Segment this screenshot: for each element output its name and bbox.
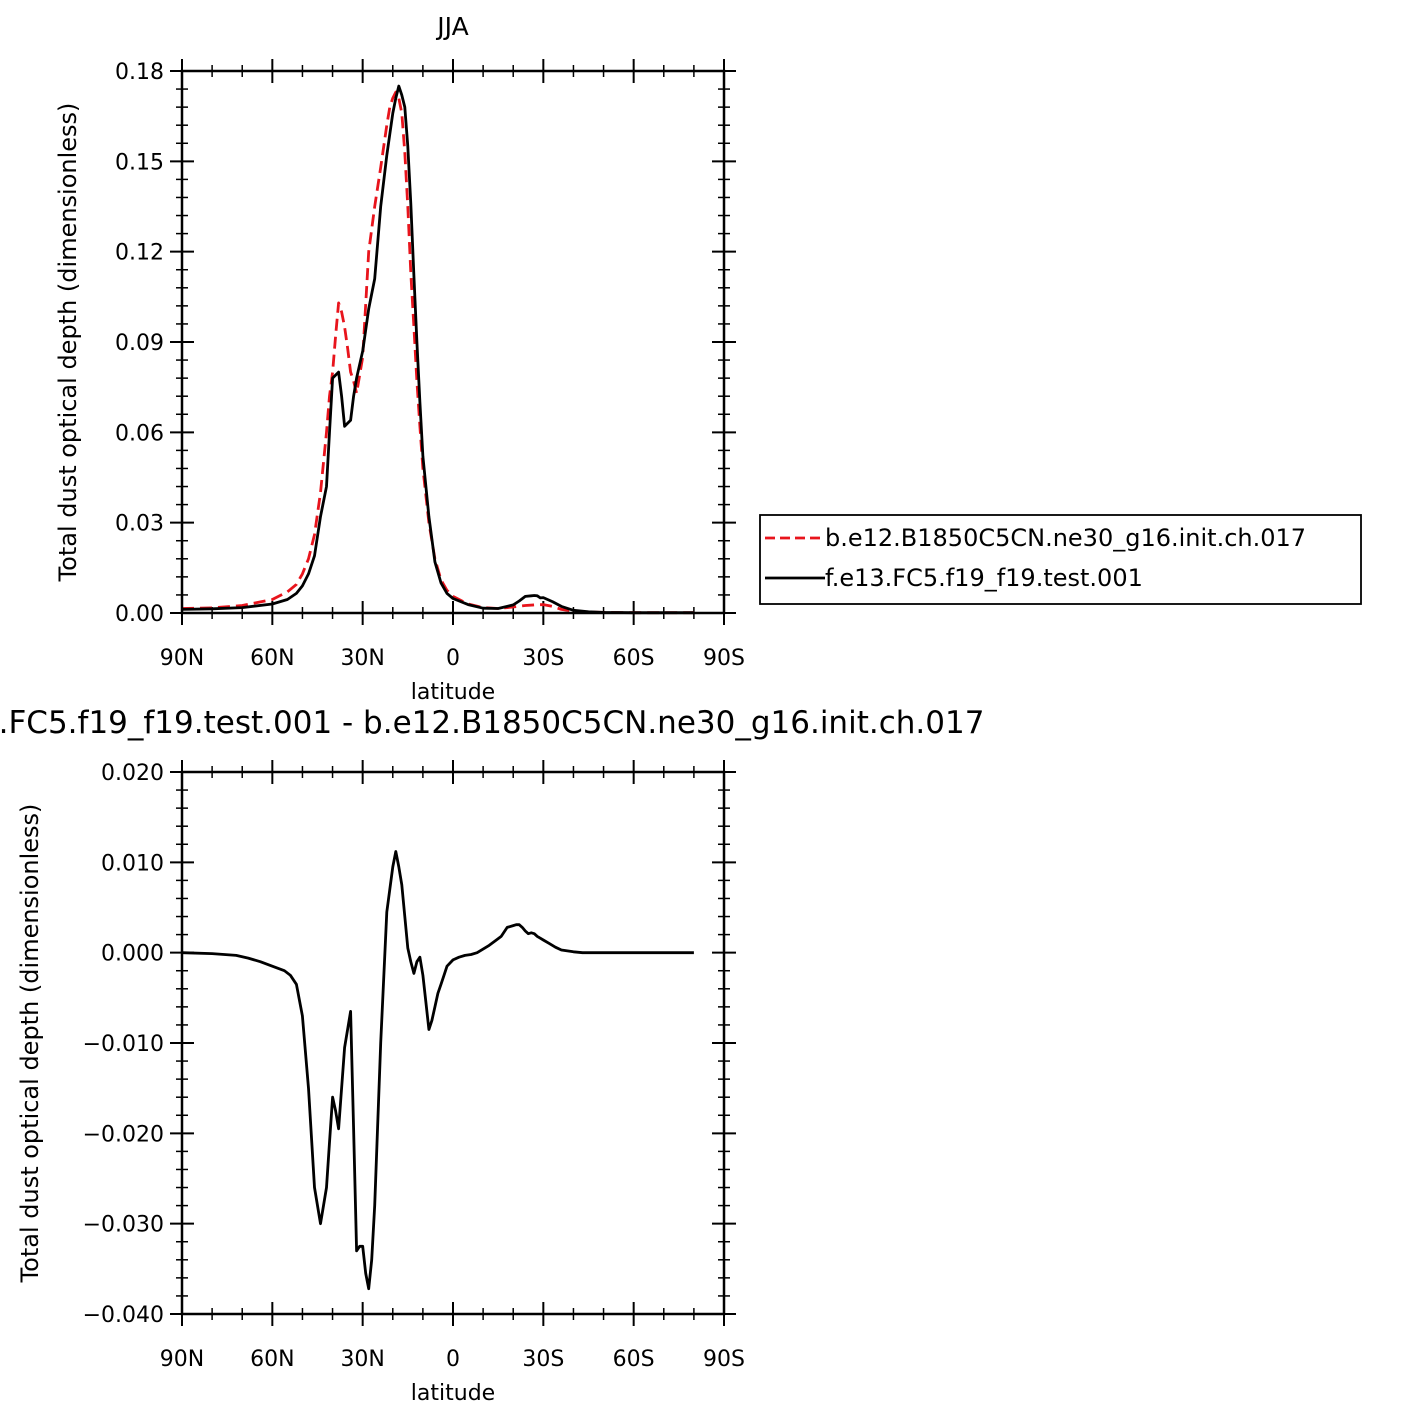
top-series-line-1 xyxy=(181,84,694,615)
bottom-ytick-label: 0.020 xyxy=(101,761,164,786)
bottom-ytick-label: −0.020 xyxy=(83,1122,164,1147)
bottom-plot-frame xyxy=(180,770,726,1316)
top-plot-frame xyxy=(180,69,726,615)
bottom-ytick-label: −0.030 xyxy=(83,1213,164,1238)
legend: b.e12.B1850C5CN.ne30_g16.init.ch.017 f.e… xyxy=(759,514,1362,605)
top-ytick-label: 0.00 xyxy=(115,602,164,627)
top-x-axis-label: latitude xyxy=(411,680,495,705)
top-xtick-label: 90N xyxy=(160,646,204,671)
top-xtick-label: 30N xyxy=(340,646,384,671)
panel-bottom: f.e13.FC5.f19_f19.test.001 - b.e12.B1850… xyxy=(0,705,984,1406)
top-ytick-label: 0.03 xyxy=(115,512,164,537)
top-series-line-0 xyxy=(181,90,694,615)
bottom-ytick-label: 0.000 xyxy=(101,942,164,967)
bottom-ytick-label: −0.040 xyxy=(83,1303,164,1328)
top-chart-title: JJA xyxy=(435,12,468,41)
bottom-xtick-label: 60N xyxy=(250,1347,294,1372)
top-xtick-label: 0 xyxy=(446,646,460,671)
top-xtick-label: 90S xyxy=(703,646,745,671)
bottom-ytick-label: −0.010 xyxy=(83,1032,164,1057)
panel-top: JJA Total dust optical depth (dimensionl… xyxy=(54,12,745,705)
top-xtick-label: 60N xyxy=(250,646,294,671)
legend-label-1: f.e13.FC5.f19_f19.test.001 xyxy=(825,564,1143,592)
top-ytick-label: 0.15 xyxy=(115,150,164,175)
legend-box xyxy=(759,514,1362,605)
bottom-series-line-0 xyxy=(181,850,694,1291)
top-ytick-label: 0.06 xyxy=(115,421,164,446)
bottom-xtick-label: 30N xyxy=(340,1347,384,1372)
legend-label-0: b.e12.B1850C5CN.ne30_g16.init.ch.017 xyxy=(825,524,1306,552)
top-ytick-label: 0.18 xyxy=(115,60,164,85)
bottom-chart-title: f.e13.FC5.f19_f19.test.001 - b.e12.B1850… xyxy=(0,705,984,741)
bottom-xtick-label: 90S xyxy=(703,1347,745,1372)
bottom-x-axis-label: latitude xyxy=(411,1381,495,1406)
bottom-xtick-label: 30S xyxy=(522,1347,564,1372)
top-ytick-label: 0.09 xyxy=(115,331,164,356)
top-ytick-label: 0.12 xyxy=(115,241,164,266)
top-y-axis-label: Total dust optical depth (dimensionless) xyxy=(54,103,82,583)
bottom-ytick-label: 0.010 xyxy=(101,851,164,876)
bottom-y-axis-label: Total dust optical depth (dimensionless) xyxy=(16,804,44,1284)
bottom-xtick-label: 0 xyxy=(446,1347,460,1372)
bottom-xtick-label: 60S xyxy=(613,1347,655,1372)
top-ticks: 0.00 0.03 0.06 0.09 0.12 0.15 0.18 90N 60N 30N 0 30… xyxy=(115,59,745,671)
bottom-xtick-label: 90N xyxy=(160,1347,204,1372)
bottom-series-lines xyxy=(181,850,694,1291)
top-xtick-label: 30S xyxy=(522,646,564,671)
top-series-lines xyxy=(181,84,694,615)
top-xtick-label: 60S xyxy=(613,646,655,671)
